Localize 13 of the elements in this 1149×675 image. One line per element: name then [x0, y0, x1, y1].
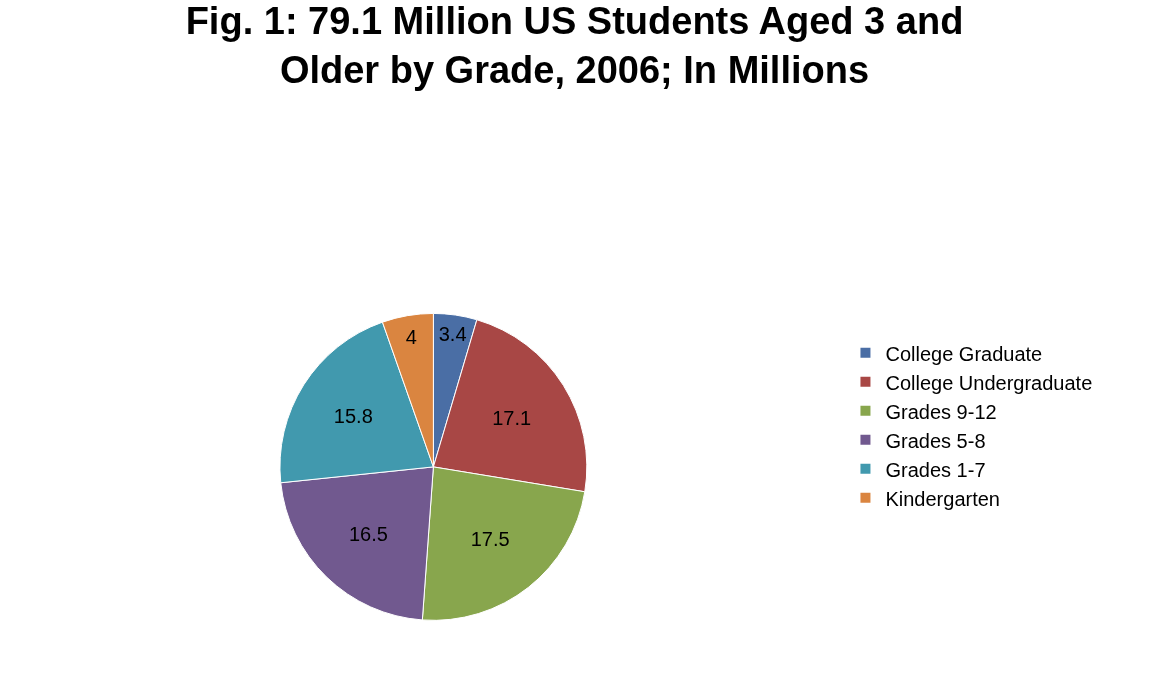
data-label: 3.4	[438, 323, 467, 346]
data-label: 4	[405, 326, 417, 349]
legend-label: College Graduate	[885, 342, 1043, 365]
data-label: 17.1	[492, 406, 532, 429]
legend-label: Grades 1-7	[885, 458, 986, 481]
legend-label: Grades 9-12	[885, 400, 997, 423]
data-label: 15.8	[333, 405, 373, 428]
data-label: 16.5	[348, 523, 388, 545]
legend-label: College Undergraduate	[885, 371, 1093, 394]
legend-label: Grades 5-8	[885, 429, 986, 452]
chart-title: Fig. 1: 79.1 Million US Students Aged 3 and Older by Grade, 2006; In Millions	[185, 0, 964, 92]
data-label: 17.5	[470, 527, 510, 550]
legend-label: Kindergarten	[885, 487, 1000, 510]
